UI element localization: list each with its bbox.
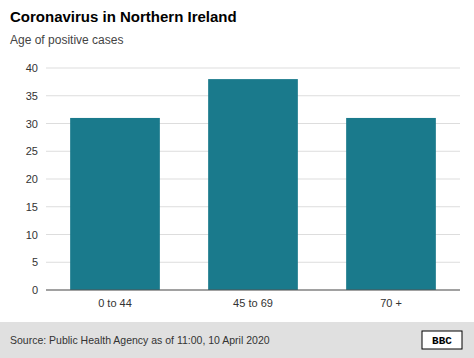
y-tick-label: 15 — [26, 201, 38, 213]
source-text: Source: Public Health Agency as of 11:00… — [10, 334, 270, 346]
footer — [0, 322, 474, 358]
y-tick-label: 30 — [26, 118, 38, 130]
bar — [346, 118, 436, 290]
grid — [46, 68, 460, 290]
x-axis-line — [46, 290, 460, 291]
y-tick-label: 40 — [26, 62, 38, 74]
y-tick-label: 0 — [32, 284, 38, 296]
logo-text: BBC — [432, 335, 452, 347]
x-tick-label: 70 + — [380, 297, 402, 309]
chart: Coronavirus in Northern Ireland Age of po… — [0, 0, 474, 358]
y-tick-label: 20 — [26, 173, 38, 185]
grid-line — [46, 290, 460, 291]
x-tick-label: 0 to 44 — [98, 297, 132, 309]
bar — [70, 118, 160, 290]
grid-line — [46, 68, 460, 69]
x-tick-label: 45 to 69 — [233, 297, 273, 309]
chart-container: Coronavirus in Northern Ireland Age of po… — [0, 0, 474, 358]
subtitle: Age of positive cases — [10, 33, 123, 47]
bar — [208, 79, 298, 290]
y-tick-label: 10 — [26, 229, 38, 241]
title: Coronavirus in Northern Ireland — [10, 8, 237, 25]
logo-box — [422, 331, 462, 349]
y-tick-label: 25 — [26, 145, 38, 157]
bars — [70, 79, 436, 290]
y-tick-label: 5 — [32, 256, 38, 268]
y-tick-label: 35 — [26, 90, 38, 102]
